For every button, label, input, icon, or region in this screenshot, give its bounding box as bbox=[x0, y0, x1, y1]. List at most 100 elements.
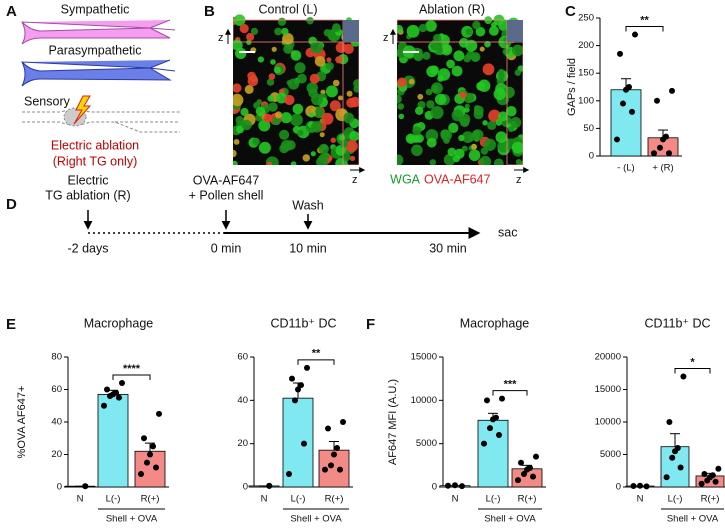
data-point bbox=[533, 453, 539, 460]
data-point bbox=[715, 465, 722, 472]
cell bbox=[431, 82, 443, 95]
cell bbox=[473, 109, 484, 120]
cell bbox=[465, 28, 473, 36]
cell bbox=[495, 119, 503, 126]
y-axis-label: AF647 MFI (A.U.) bbox=[387, 379, 399, 465]
data-point bbox=[654, 97, 660, 104]
projection-corner bbox=[507, 20, 523, 42]
cell bbox=[453, 155, 460, 163]
micrograph bbox=[397, 14, 523, 165]
cell bbox=[440, 44, 453, 56]
cell bbox=[233, 139, 240, 145]
cell bbox=[471, 54, 479, 62]
cell bbox=[461, 145, 468, 152]
data-point bbox=[677, 464, 684, 471]
cell bbox=[346, 97, 357, 108]
cell bbox=[253, 102, 260, 109]
cell bbox=[281, 27, 289, 36]
cell bbox=[288, 78, 300, 90]
x-tick-label: N bbox=[261, 494, 268, 505]
cell bbox=[397, 103, 405, 110]
data-point bbox=[660, 136, 666, 143]
y-tick-label: 20 bbox=[51, 449, 62, 460]
data-point bbox=[328, 462, 334, 469]
data-point bbox=[643, 483, 650, 490]
cell bbox=[280, 139, 293, 152]
data-point bbox=[663, 474, 670, 481]
data-point bbox=[704, 477, 711, 484]
data-point bbox=[452, 482, 458, 489]
neuron-diagram: Sympathetic Parasympathetic Sensory Elec… bbox=[21, 2, 180, 168]
cell bbox=[258, 141, 271, 154]
projection-corner bbox=[343, 20, 359, 42]
data-point bbox=[524, 466, 530, 473]
cell bbox=[257, 56, 264, 63]
y-tick-label: 100 bbox=[578, 95, 594, 106]
cell bbox=[311, 93, 323, 106]
significance-label: **** bbox=[123, 363, 141, 375]
cell bbox=[472, 129, 484, 141]
cell bbox=[464, 103, 470, 109]
cell bbox=[275, 111, 282, 119]
significance-label: ** bbox=[640, 14, 649, 26]
data-point bbox=[445, 482, 451, 489]
cell bbox=[297, 73, 307, 84]
cell bbox=[310, 151, 316, 157]
cell bbox=[319, 132, 325, 138]
panel-label: E bbox=[6, 316, 16, 333]
data-point bbox=[459, 483, 465, 490]
cell bbox=[412, 126, 422, 136]
cell bbox=[343, 112, 354, 124]
cell bbox=[506, 106, 517, 117]
cell bbox=[426, 137, 437, 148]
cell bbox=[515, 159, 522, 165]
y-tick-label: 50 bbox=[583, 123, 594, 134]
x-tick-label: R(+) bbox=[325, 494, 344, 505]
y-tick-label: 15000 bbox=[411, 352, 437, 363]
cell bbox=[468, 149, 481, 162]
y-tick-label: 0 bbox=[432, 482, 437, 493]
cell bbox=[233, 93, 244, 107]
cell bbox=[430, 106, 444, 119]
cell bbox=[290, 50, 302, 61]
cell bbox=[511, 141, 523, 154]
cell bbox=[311, 121, 323, 133]
cell bbox=[258, 119, 271, 132]
cell bbox=[325, 85, 338, 98]
cell bbox=[292, 103, 304, 115]
cell bbox=[241, 119, 252, 131]
cell bbox=[479, 46, 485, 52]
data-point bbox=[496, 432, 502, 438]
cell bbox=[305, 105, 317, 118]
x-tick-label: L(-) bbox=[668, 494, 683, 505]
data-point bbox=[119, 380, 125, 386]
neuron-label: Parasympathetic bbox=[48, 43, 141, 57]
x-tick-label: L(-) bbox=[291, 494, 306, 505]
data-point bbox=[144, 459, 150, 466]
group-label: Shell + OVA bbox=[106, 514, 158, 525]
y-tick-label: 5000 bbox=[600, 449, 621, 460]
cell bbox=[460, 118, 470, 128]
axis-markers: z z z z bbox=[218, 28, 530, 186]
data-point bbox=[141, 435, 147, 442]
cell bbox=[437, 68, 451, 81]
cell bbox=[417, 93, 424, 100]
step-time: -2 days bbox=[68, 241, 109, 255]
cell bbox=[308, 112, 315, 118]
y-tick-label: 10000 bbox=[411, 395, 437, 406]
cell bbox=[302, 154, 310, 162]
y-tick-label: 200 bbox=[578, 40, 594, 51]
cell bbox=[332, 23, 341, 32]
data-point bbox=[147, 451, 153, 458]
step-label: Electric bbox=[68, 173, 109, 187]
data-point bbox=[680, 373, 687, 380]
cell bbox=[346, 90, 353, 97]
data-point bbox=[669, 87, 675, 94]
step-time: 10 min bbox=[289, 241, 327, 255]
cell bbox=[429, 65, 439, 75]
cell bbox=[429, 159, 437, 165]
panel-label: C bbox=[565, 3, 576, 20]
cell bbox=[459, 91, 467, 99]
cell bbox=[335, 42, 347, 53]
cell bbox=[337, 95, 343, 101]
